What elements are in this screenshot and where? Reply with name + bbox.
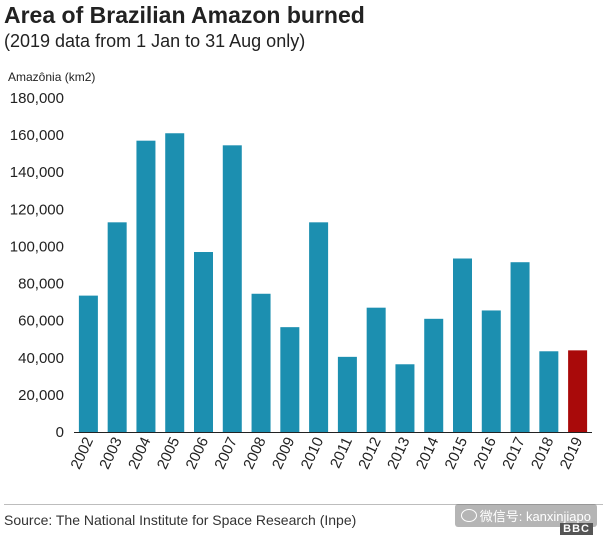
x-tick-label: 2016 (470, 435, 500, 472)
bar-2006 (194, 252, 213, 432)
x-tick-label: 2003 (96, 435, 126, 472)
y-tick-label: 60,000 (18, 313, 64, 330)
x-tick-label: 2007 (211, 435, 241, 472)
bar-2015 (453, 258, 472, 432)
y-tick-label: 120,000 (10, 201, 64, 218)
x-tick-label: 2018 (528, 435, 558, 472)
bar-2009 (280, 327, 300, 432)
y-tick-label: 0 (56, 424, 64, 441)
source-note: Source: The National Institute for Space… (4, 512, 357, 528)
wechat-icon (460, 509, 477, 522)
x-tick-label: 2009 (269, 435, 299, 472)
bar-2005 (165, 133, 185, 432)
y-tick-label: 160,000 (10, 127, 64, 144)
x-tick-label: 2005 (154, 435, 184, 472)
x-tick-label: 2017 (499, 435, 529, 472)
y-axis-label: Amazônia (km2) (8, 70, 96, 84)
x-tick-label: 2013 (384, 435, 414, 472)
bar-2012 (366, 307, 386, 432)
bar-2018 (539, 351, 559, 432)
x-tick-label: 2012 (355, 435, 385, 472)
y-tick-label: 100,000 (10, 238, 64, 255)
x-tick-label: 2004 (125, 435, 155, 472)
y-tick-label: 140,000 (10, 164, 64, 181)
bar-chart: 0 20,000 40,000 60,000 80,000 100,000 120,000 1… (10, 90, 592, 472)
bar-2003 (107, 222, 127, 432)
x-tick-label: 2006 (183, 435, 213, 472)
bar-2004 (136, 140, 156, 432)
x-tick-label: 2014 (413, 435, 443, 472)
x-tick-label: 2002 (68, 435, 98, 472)
wechat-watermark: 微信号: kanxinjiapo (454, 504, 597, 527)
bar-2014 (424, 318, 444, 432)
x-tick-label: 2015 (442, 435, 472, 472)
y-tick-label: 180,000 (10, 90, 64, 107)
watermark-text: 微信号: kanxinjiapo (479, 509, 591, 524)
x-tick-label: 2011 (327, 435, 356, 471)
bar-2010 (309, 222, 329, 432)
y-tick-label: 40,000 (18, 350, 64, 367)
y-tick-label: 80,000 (18, 276, 64, 293)
y-tick-label: 20,000 (18, 387, 64, 404)
chart-subtitle: (2019 data from 1 Jan to 31 Aug only) (4, 31, 306, 51)
bar-2013 (395, 364, 415, 432)
chart-title: Area of Brazilian Amazon burned (4, 2, 365, 28)
x-tick-label: 2019 (557, 435, 587, 472)
x-tick-label: 2010 (298, 435, 328, 472)
bar-2016 (481, 310, 501, 432)
bar-2019 (568, 350, 588, 432)
bbc-logo: BBC (560, 523, 593, 535)
bar-2002 (78, 295, 98, 432)
bar-2008 (251, 293, 271, 432)
bar-2011 (337, 356, 357, 432)
x-tick-label: 2008 (240, 435, 270, 472)
bar-2017 (510, 262, 530, 432)
footer-divider (4, 504, 603, 505)
bar-2007 (222, 145, 242, 433)
